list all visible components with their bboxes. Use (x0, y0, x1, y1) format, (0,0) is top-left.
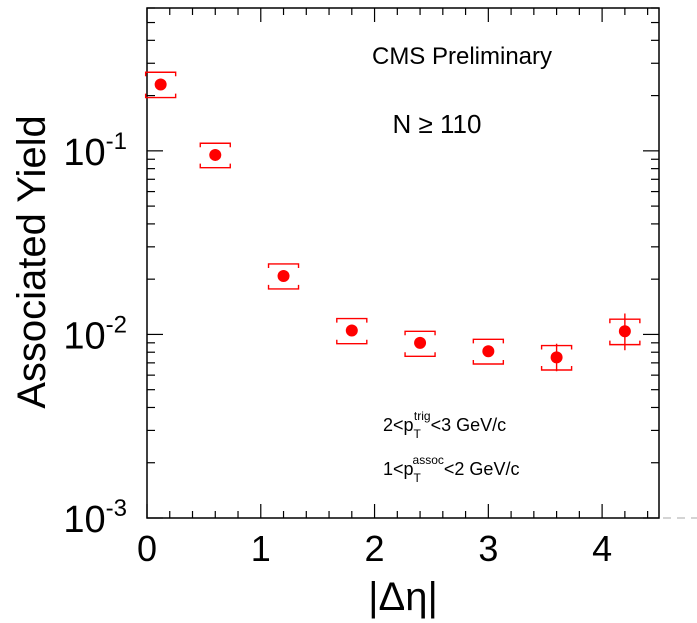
data-point-group (609, 313, 641, 351)
data-point-group (472, 338, 505, 365)
y-axis-label: Associated Yield (10, 115, 54, 409)
systematic-error-top (199, 142, 231, 148)
data-point-marker (277, 270, 290, 283)
y-tick-label: 10-2 (63, 311, 127, 357)
y-tick-label: 10-1 (63, 128, 127, 174)
multiplicity-label: N ≥ 110 (393, 109, 482, 139)
data-point-group (404, 330, 436, 358)
systematic-error-bottom (336, 339, 368, 345)
systematic-error-bottom (267, 284, 300, 290)
x-tick-label: 0 (137, 528, 157, 569)
assoc-pt-label: 1<pTassoc<2 GeV/c (383, 453, 519, 485)
systematic-error-bottom (144, 93, 177, 99)
systematic-error-top (404, 330, 436, 336)
plot-frame (146, 7, 660, 519)
data-point-group (267, 263, 300, 290)
data-point-marker (482, 345, 495, 358)
x-axis-label: |Δη| (368, 575, 438, 619)
systematic-error-top (144, 71, 177, 77)
systematic-error-bottom (472, 360, 505, 365)
x-tick-label: 1 (251, 528, 271, 569)
systematic-error-bottom (404, 352, 436, 358)
data-point-marker (414, 336, 427, 349)
cms-preliminary-label: CMS Preliminary (372, 43, 552, 70)
systematic-error-bottom (199, 163, 231, 169)
x-tick-label: 2 (365, 528, 385, 569)
systematic-error-top (472, 338, 505, 344)
x-tick-label: 3 (478, 528, 498, 569)
systematic-error-top (336, 317, 368, 323)
data-points (144, 71, 641, 372)
data-point-group (144, 71, 177, 99)
trigger-pt-label: 2<pTtrig<3 GeV/c (383, 409, 506, 441)
x-tick-labels: 0 1 2 3 4 (137, 528, 612, 569)
data-point-marker (209, 148, 222, 161)
x-tick-label: 4 (592, 528, 612, 569)
systematic-error-top (267, 263, 300, 268)
y-tick-labels: 10-3 10-2 10-1 (63, 128, 127, 541)
data-point-group (336, 317, 368, 345)
y-tick-label: 10-3 (63, 495, 127, 541)
data-point-marker (550, 351, 563, 364)
axis-ticks (146, 7, 659, 519)
data-point-marker (345, 324, 358, 337)
data-point-marker (154, 78, 167, 91)
data-point-group (540, 343, 573, 372)
data-point-group (199, 142, 231, 169)
data-point-marker (618, 325, 631, 338)
